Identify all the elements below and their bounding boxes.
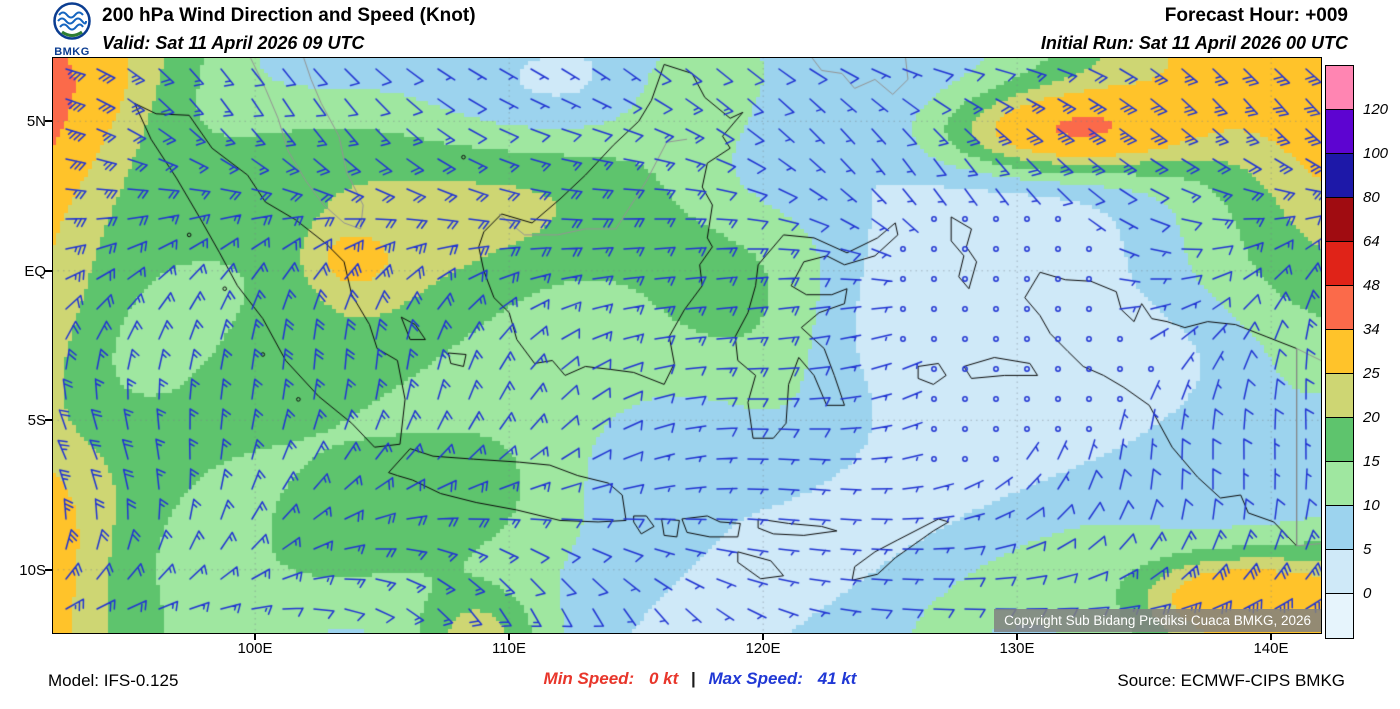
axis-tick bbox=[45, 419, 52, 422]
legend-color-segment bbox=[1325, 461, 1354, 507]
lon-label-100e: 100E bbox=[237, 640, 273, 657]
lat-label-5n: 5N bbox=[26, 113, 46, 130]
legend-tick-label: 20 bbox=[1363, 409, 1380, 426]
legend-color-segment bbox=[1325, 109, 1354, 155]
legend-tick-label: 48 bbox=[1363, 277, 1380, 294]
axis-tick bbox=[1270, 634, 1273, 640]
legend-color-segment bbox=[1325, 373, 1354, 419]
legend-color-segment bbox=[1325, 285, 1354, 331]
source-label: Source: ECMWF-CIPS BMKG bbox=[1117, 671, 1345, 690]
wind-map-canvas bbox=[52, 57, 1322, 634]
legend-color-segment bbox=[1325, 153, 1354, 199]
legend-color-segment bbox=[1325, 197, 1354, 243]
legend-color-segment bbox=[1325, 329, 1354, 375]
max-speed-label: Max Speed: bbox=[708, 669, 803, 688]
legend-color-segment bbox=[1325, 65, 1354, 111]
axis-tick bbox=[1016, 634, 1019, 640]
lon-label-140e: 140E bbox=[1253, 640, 1289, 657]
copyright-watermark: Copyright Sub Bidang Prediksi Cuaca BMKG… bbox=[994, 609, 1321, 632]
valid-time-subtitle: Valid: Sat 11 April 2026 09 UTC bbox=[102, 33, 365, 53]
legend-tick-label: 120 bbox=[1363, 101, 1389, 118]
legend-tick-label: 100 bbox=[1363, 145, 1389, 162]
bmkg-logo-text: BMKG bbox=[54, 46, 90, 58]
legend-color-segment bbox=[1325, 505, 1354, 551]
speed-minmax-line: Min Speed: 0 kt | Max Speed: 41 kt bbox=[544, 669, 857, 689]
axis-tick bbox=[508, 634, 511, 640]
model-label: Model: IFS-0.125 bbox=[48, 671, 179, 690]
legend-tick-label: 10 bbox=[1363, 497, 1380, 514]
legend-tick-label: 15 bbox=[1363, 453, 1380, 470]
lat-label-eq: EQ bbox=[24, 263, 46, 280]
axis-tick bbox=[45, 120, 52, 123]
bmkg-logo: BMKG bbox=[45, 1, 99, 58]
map-frame: Copyright Sub Bidang Prediksi Cuaca BMKG… bbox=[52, 57, 1322, 634]
legend-tick-label: 34 bbox=[1363, 321, 1380, 338]
min-speed-value: 0 kt bbox=[648, 669, 679, 688]
legend-tick-label: 80 bbox=[1363, 189, 1380, 206]
legend-tick-label: 64 bbox=[1363, 233, 1380, 250]
bmkg-logo-icon bbox=[53, 2, 91, 40]
axis-tick bbox=[45, 568, 52, 571]
lon-label-120e: 120E bbox=[745, 640, 781, 657]
lat-label-5s: 5S bbox=[27, 412, 46, 429]
legend-tick-label: 5 bbox=[1363, 541, 1372, 558]
lon-label-130e: 130E bbox=[999, 640, 1035, 657]
axis-tick bbox=[254, 634, 257, 640]
max-speed-value: 41 kt bbox=[817, 669, 857, 688]
legend-color-segment bbox=[1325, 417, 1354, 463]
forecast-hour-title: Forecast Hour: +009 bbox=[1164, 5, 1348, 26]
wind-speed-legend: 120 100 80 64 48 34 25 20 15 10 5 0 bbox=[1325, 65, 1400, 639]
min-speed-label: Min Speed: bbox=[543, 669, 635, 688]
lat-label-10s: 10S bbox=[19, 562, 46, 579]
initial-run-subtitle: Initial Run: Sat 11 April 2026 00 UTC bbox=[1040, 33, 1348, 53]
legend-color-segment bbox=[1325, 549, 1354, 595]
legend-tick-label: 0 bbox=[1363, 585, 1372, 602]
speed-separator: | bbox=[690, 669, 696, 688]
legend-tick-label: 25 bbox=[1363, 365, 1380, 382]
legend-color-segment bbox=[1325, 593, 1354, 639]
page-title: 200 hPa Wind Direction and Speed (Knot) bbox=[102, 5, 476, 26]
axis-tick bbox=[762, 634, 765, 640]
axis-tick bbox=[45, 269, 52, 272]
lon-label-110e: 110E bbox=[492, 640, 526, 657]
legend-color-segment bbox=[1325, 241, 1354, 287]
